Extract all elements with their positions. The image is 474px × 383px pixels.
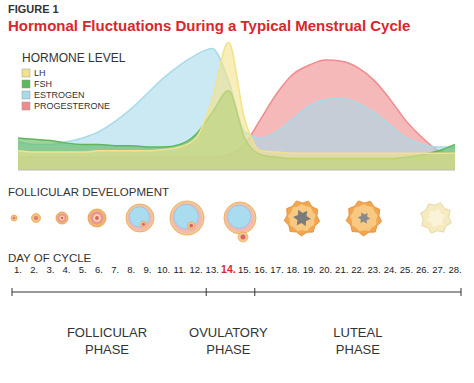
svg-text:23.: 23.	[367, 264, 380, 275]
svg-text:LH: LH	[34, 68, 46, 78]
svg-text:26.: 26.	[416, 264, 429, 275]
svg-text:11.: 11.	[174, 264, 187, 275]
svg-text:28.: 28.	[448, 264, 461, 275]
svg-text:5.: 5.	[79, 264, 87, 275]
svg-text:17.: 17.	[270, 264, 283, 275]
svg-text:HORMONE LEVEL: HORMONE LEVEL	[22, 51, 126, 65]
svg-text:OVULATORYPHASE: OVULATORYPHASE	[189, 325, 268, 357]
svg-text:27.: 27.	[432, 264, 445, 275]
svg-text:6.: 6.	[95, 264, 103, 275]
svg-text:13.: 13.	[206, 264, 219, 275]
svg-text:DAY OF CYCLE: DAY OF CYCLE	[8, 252, 92, 264]
svg-text:FSH: FSH	[34, 79, 52, 89]
svg-text:ESTROGEN: ESTROGEN	[34, 90, 85, 100]
svg-text:15.: 15.	[238, 264, 251, 275]
svg-text:19.: 19.	[303, 264, 316, 275]
svg-text:20.: 20.	[319, 264, 332, 275]
svg-text:16.: 16.	[254, 264, 267, 275]
svg-text:Hormonal Fluctuations During a: Hormonal Fluctuations During a Typical M…	[8, 17, 410, 34]
svg-text:14.: 14.	[221, 263, 236, 275]
svg-text:9.: 9.	[144, 264, 152, 275]
svg-text:FOLLICULARPHASE: FOLLICULARPHASE	[67, 325, 147, 357]
svg-text:FIGURE 1: FIGURE 1	[8, 3, 59, 15]
svg-text:18.: 18.	[287, 264, 300, 275]
svg-text:3.: 3.	[46, 264, 54, 275]
svg-text:2.: 2.	[30, 264, 38, 275]
svg-text:25.: 25.	[400, 264, 413, 275]
svg-text:4.: 4.	[63, 264, 71, 275]
svg-text:8.: 8.	[127, 264, 135, 275]
svg-text:21.: 21.	[335, 264, 348, 275]
svg-text:PROGESTERONE: PROGESTERONE	[34, 101, 110, 111]
svg-text:1.: 1.	[14, 264, 22, 275]
svg-text:10.: 10.	[157, 264, 170, 275]
svg-text:24.: 24.	[384, 264, 397, 275]
svg-text:FOLLICULAR DEVELOPMENT: FOLLICULAR DEVELOPMENT	[8, 186, 169, 198]
svg-text:7.: 7.	[111, 264, 119, 275]
svg-text:LUTEALPHASE: LUTEALPHASE	[333, 325, 382, 357]
svg-text:12.: 12.	[189, 264, 202, 275]
svg-text:22.: 22.	[351, 264, 364, 275]
